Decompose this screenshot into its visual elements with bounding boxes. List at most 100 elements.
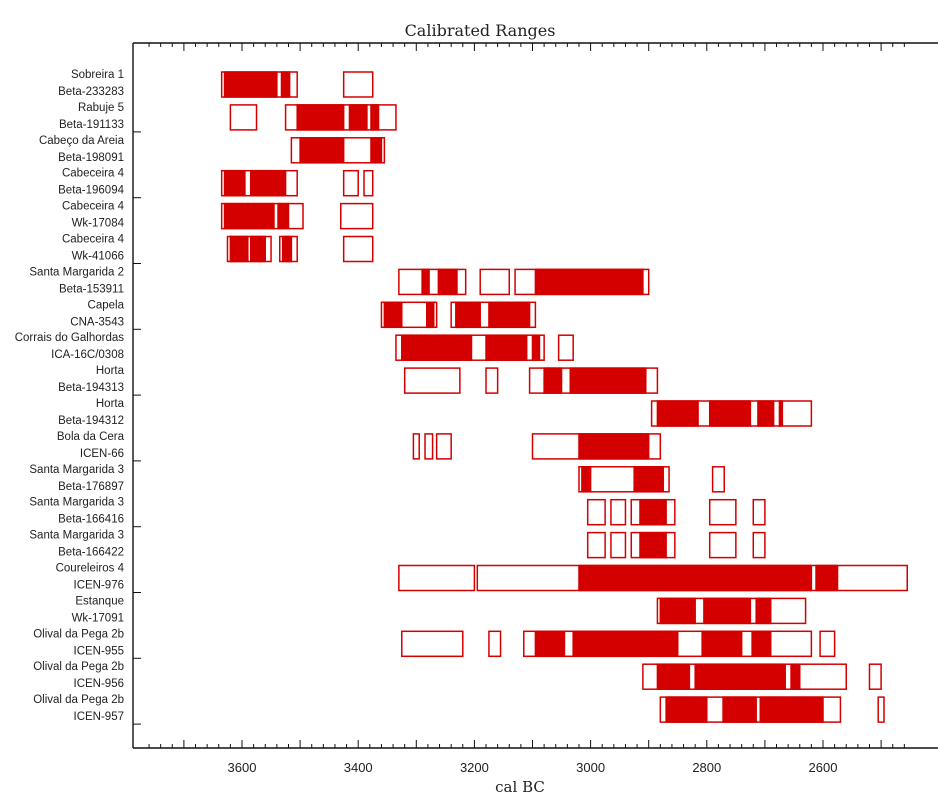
sample-lab-code-label: ICEN-976 bbox=[74, 580, 125, 592]
sample-site-label: Santa Margarida 3 bbox=[29, 497, 124, 509]
sample-site-label: Santa Margarida 2 bbox=[29, 266, 124, 278]
range-68-percent-box bbox=[229, 235, 249, 263]
sample-site-label: Corrais do Galhordas bbox=[15, 332, 125, 344]
sample-range-row bbox=[586, 531, 766, 559]
range-68-percent-box bbox=[296, 104, 345, 131]
sample-range-row bbox=[656, 597, 807, 625]
x-tick-label: 3000 bbox=[576, 760, 605, 775]
range-68-percent-box bbox=[694, 663, 786, 690]
sample-site-label: Coureleiros 4 bbox=[56, 563, 125, 575]
range-68-percent-box bbox=[401, 334, 473, 361]
range-68-percent-box bbox=[426, 301, 435, 329]
sample-site-label: Estanque bbox=[75, 595, 124, 607]
range-68-percent-box bbox=[815, 564, 839, 592]
sample-range-row bbox=[226, 235, 374, 263]
sample-lab-code-label: Beta-194313 bbox=[58, 382, 124, 394]
range-bars-clip bbox=[220, 71, 908, 723]
range-68-percent-box bbox=[755, 597, 772, 625]
sample-lab-code-label: ICEN-956 bbox=[74, 678, 125, 690]
range-95-percent-box bbox=[229, 104, 258, 131]
range-68-percent-box bbox=[437, 268, 458, 296]
range-68-percent-box bbox=[223, 71, 278, 98]
x-tick-label: 3400 bbox=[344, 760, 373, 775]
range-95-percent-box bbox=[403, 367, 461, 394]
x-tick-label: 3600 bbox=[228, 760, 257, 775]
sample-range-row bbox=[659, 696, 885, 723]
sample-site-label: Sobreira 1 bbox=[71, 69, 124, 81]
range-95-percent-box bbox=[610, 531, 627, 559]
sample-site-label: Horta bbox=[96, 398, 125, 410]
range-68-percent-box bbox=[659, 597, 696, 625]
sample-range-row bbox=[398, 268, 650, 296]
sample-site-label: Santa Margarida 3 bbox=[29, 530, 124, 542]
range-68-percent-box bbox=[581, 466, 592, 493]
range-95-percent-box bbox=[412, 433, 420, 460]
sample-range-row bbox=[401, 630, 836, 658]
sample-range-row bbox=[395, 334, 574, 361]
sample-range-row bbox=[229, 104, 397, 131]
range-68-percent-box bbox=[534, 630, 566, 658]
range-68-percent-box bbox=[370, 104, 380, 131]
range-68-percent-box bbox=[531, 334, 541, 361]
range-68-percent-box bbox=[722, 696, 757, 723]
range-95-percent-box bbox=[488, 630, 502, 658]
axes: 3600 3400 3200 3000 2800 2600 bbox=[132, 42, 938, 775]
range-95-percent-box bbox=[877, 696, 885, 723]
range-68-percent-box bbox=[569, 367, 647, 394]
sample-site-label: Cabeceira 4 bbox=[62, 234, 125, 246]
sample-lab-code-label: ICEN-955 bbox=[74, 645, 125, 657]
range-68-percent-box bbox=[249, 169, 287, 197]
sample-site-label: Rabuje 5 bbox=[78, 102, 124, 114]
range-68-percent-box bbox=[421, 268, 430, 296]
range-68-percent-box bbox=[633, 466, 664, 493]
range-68-percent-box bbox=[578, 564, 813, 592]
sample-range-row bbox=[412, 433, 662, 460]
sample-lab-code-label: Wk-41066 bbox=[72, 251, 124, 263]
sample-lab-code-label: Beta-176897 bbox=[58, 481, 124, 493]
range-68-percent-box bbox=[790, 663, 801, 690]
range-95-percent-box bbox=[342, 71, 374, 98]
sample-labels: Sobreira 1 Beta-233283 Rabuje 5 Beta-191133… bbox=[15, 69, 125, 723]
sample-range-row bbox=[586, 498, 766, 526]
sample-range-row bbox=[403, 367, 659, 394]
range-68-percent-box bbox=[578, 433, 650, 460]
x-tick-label: 2800 bbox=[692, 760, 721, 775]
range-68-percent-box bbox=[223, 169, 246, 197]
range-95-percent-box bbox=[485, 367, 499, 394]
sample-range-row bbox=[220, 169, 374, 197]
calibrated-range-bars bbox=[220, 71, 908, 723]
range-95-percent-box bbox=[479, 268, 511, 296]
range-68-percent-box bbox=[280, 71, 291, 98]
sample-lab-code-label: Beta-196094 bbox=[58, 185, 124, 197]
sample-lab-code-label: Beta-233283 bbox=[58, 86, 124, 98]
range-68-percent-box bbox=[656, 663, 691, 690]
range-68-percent-box bbox=[703, 597, 752, 625]
sample-site-label: Capela bbox=[88, 299, 125, 311]
sample-site-label: Santa Margarida 3 bbox=[29, 464, 124, 476]
range-68-percent-box bbox=[485, 334, 528, 361]
range-95-percent-box bbox=[586, 531, 606, 559]
sample-lab-code-label: CNA-3543 bbox=[70, 316, 124, 328]
range-68-percent-box bbox=[757, 400, 775, 427]
range-95-percent-box bbox=[752, 531, 766, 559]
range-68-percent-box bbox=[656, 400, 699, 427]
range-68-percent-box bbox=[370, 137, 383, 164]
range-68-percent-box bbox=[708, 400, 752, 427]
sample-lab-code-label: Beta-153911 bbox=[59, 283, 124, 295]
range-68-percent-box bbox=[543, 367, 563, 394]
sample-site-label: Olival da Pega 2b bbox=[33, 661, 124, 673]
range-95-percent-box bbox=[342, 169, 359, 197]
range-68-percent-box bbox=[534, 268, 644, 296]
x-tick-label: 3200 bbox=[460, 760, 489, 775]
range-95-percent-box bbox=[398, 564, 476, 592]
range-95-percent-box bbox=[586, 498, 606, 526]
range-68-percent-box bbox=[249, 235, 266, 263]
range-95-percent-box bbox=[711, 466, 725, 493]
range-68-percent-box bbox=[383, 301, 403, 329]
range-68-percent-box bbox=[348, 104, 368, 131]
range-95-percent-box bbox=[868, 663, 882, 690]
sample-range-row bbox=[578, 466, 725, 493]
sample-site-label: Cabeceira 4 bbox=[62, 168, 125, 180]
sample-site-label: Bola da Cera bbox=[57, 431, 125, 443]
